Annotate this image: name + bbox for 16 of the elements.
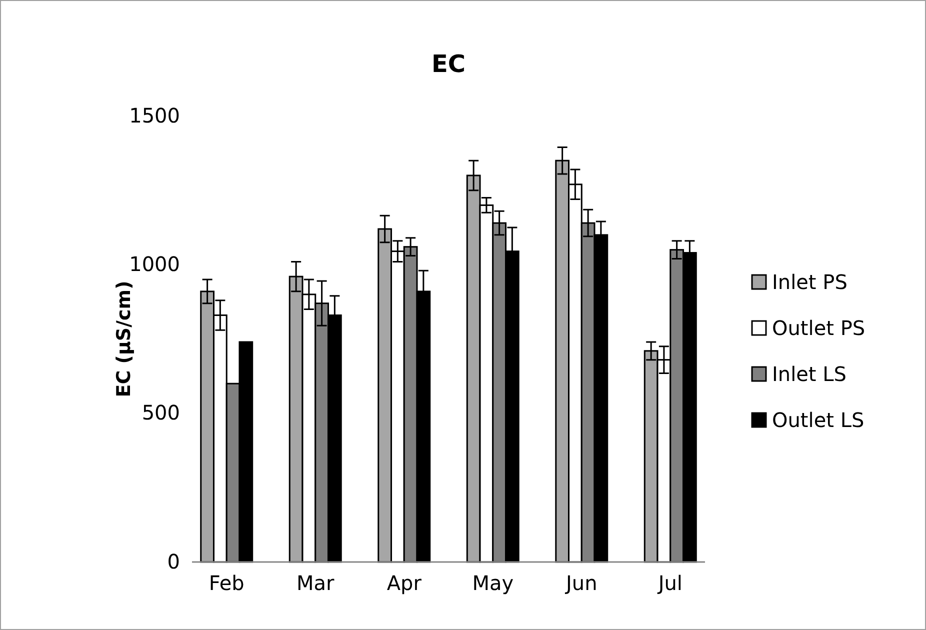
y-tick-label: 0 — [167, 549, 180, 574]
y-tick-label: 500 — [142, 400, 180, 425]
x-tick-label: Apr — [386, 571, 422, 596]
x-tick-label: May — [472, 571, 514, 596]
x-tick-label: Jun — [564, 571, 598, 596]
legend-label: Outlet PS — [772, 316, 866, 340]
legend-label: Outlet LS — [772, 408, 864, 432]
x-tick-label: Mar — [296, 571, 336, 596]
legend-label: Inlet LS — [772, 362, 846, 386]
y-tick-label: 1000 — [129, 252, 180, 276]
legend-label: Inlet PS — [772, 270, 848, 294]
y-tick-label: 1500 — [129, 103, 180, 128]
chart-title: EC — [431, 50, 466, 78]
x-tick-label: Feb — [208, 571, 244, 596]
y-axis-title: EC (µS/cm) — [113, 280, 135, 398]
x-tick-label: Jul — [656, 571, 682, 596]
